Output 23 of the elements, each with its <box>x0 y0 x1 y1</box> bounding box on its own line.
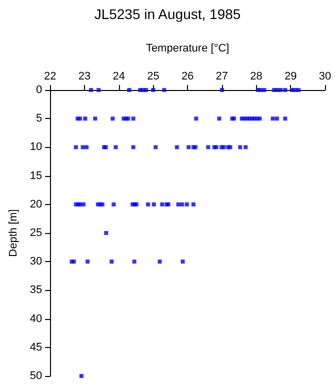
chart-title: JL5235 in August, 1985 <box>94 6 241 22</box>
x-tick-label: 27 <box>216 70 228 82</box>
y-tick-label: 35 <box>30 284 42 296</box>
y-tick-label: 25 <box>30 227 42 239</box>
y-tick-label: 5 <box>36 112 42 125</box>
y-tick-label: 20 <box>30 198 42 210</box>
y-tick-label: 45 <box>30 341 42 354</box>
x-tick-label: 26 <box>181 70 194 82</box>
y-tick-label: 40 <box>30 312 42 325</box>
x-tick-label: 24 <box>112 70 125 82</box>
y-tick-label: 0 <box>36 84 42 96</box>
x-tick-label: 30 <box>318 70 332 82</box>
y-tick-label: 15 <box>30 170 42 182</box>
x-axis-title: Temperature [°C] <box>146 42 230 54</box>
y-tick-label: 10 <box>30 141 42 154</box>
x-tick-label: 22 <box>44 70 56 82</box>
y-axis-title: Depth [m] <box>8 209 20 257</box>
x-tick-label: 28 <box>250 70 262 82</box>
x-tick-label: 25 <box>147 70 160 82</box>
y-tick-label: 50 <box>30 370 42 382</box>
y-tick-label: 30 <box>30 256 42 268</box>
x-tick-label: 29 <box>284 70 297 82</box>
x-tick-label: 23 <box>78 70 91 82</box>
